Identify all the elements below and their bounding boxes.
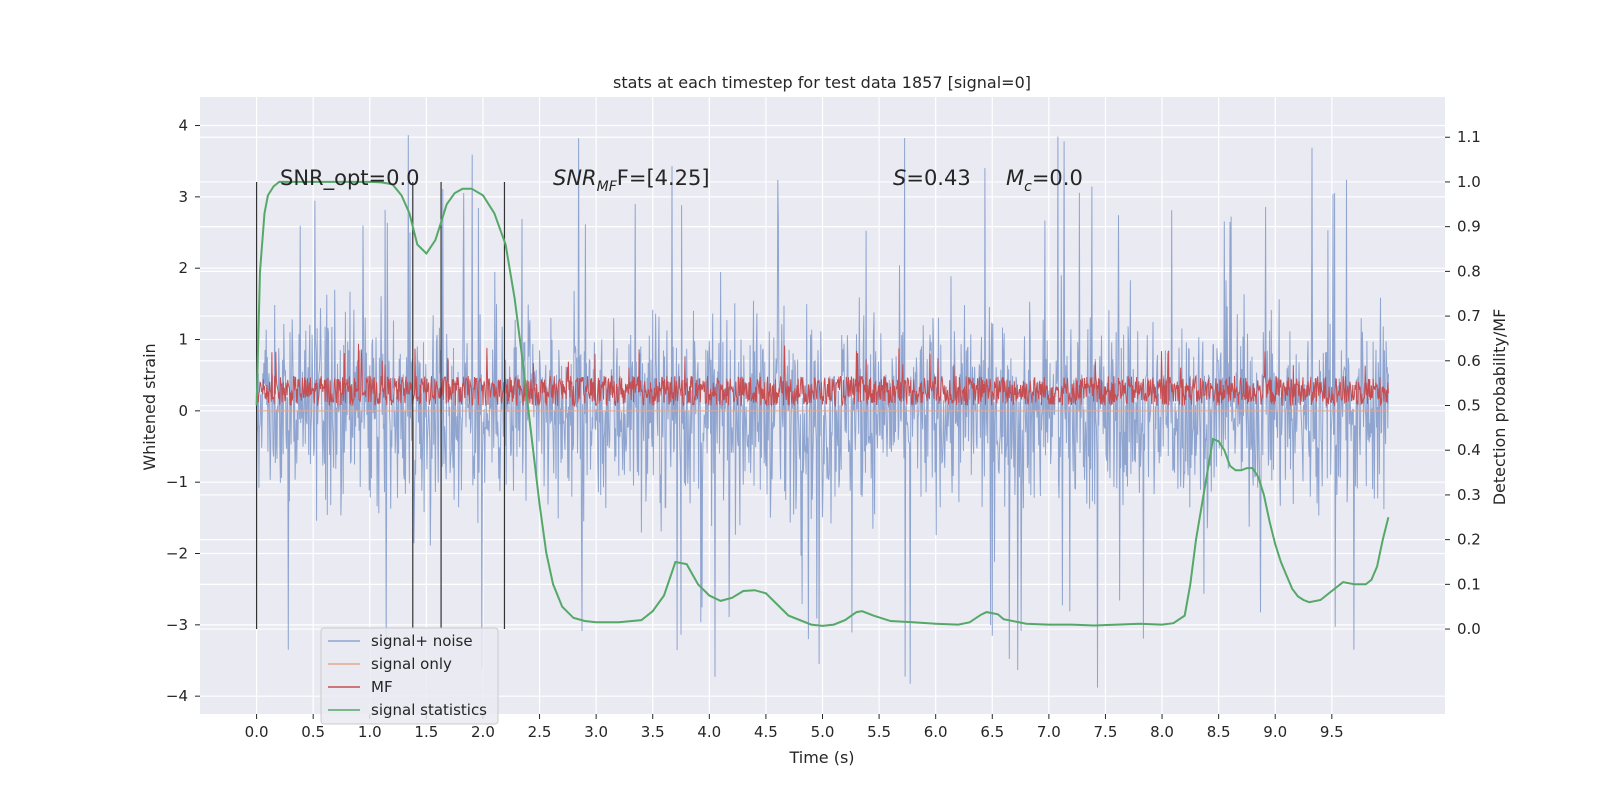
y-left-tick-label: 4	[178, 117, 188, 135]
legend-label-signal-plus-noise: signal+ noise	[371, 632, 473, 650]
x-axis-ticks: 0.0 0.5 1.0 1.5 2.0 2.5 3.0 3.5 4.0 4.5 5.0 5.5 6.0 6…	[245, 714, 1344, 741]
y-right-tick-label: 0.0	[1457, 620, 1481, 638]
annotation-mc: Mc=0.0	[1006, 166, 1083, 195]
y-right-tick-label: 0.5	[1457, 397, 1481, 415]
y-right-tick-label: 0.2	[1457, 531, 1481, 549]
y-right-tick-label: 0.3	[1457, 486, 1481, 504]
y-left-tick-label: 3	[178, 188, 188, 206]
y-right-tick-label: 0.4	[1457, 441, 1481, 459]
mf-series	[256, 343, 1389, 408]
y-right-tick-label: 0.7	[1457, 307, 1481, 325]
x-tick-label: 7.0	[1037, 723, 1061, 741]
x-tick-label: 3.0	[584, 723, 608, 741]
x-tick-label: 5.5	[867, 723, 891, 741]
x-tick-label: 3.5	[641, 723, 665, 741]
x-tick-label: 2.5	[528, 723, 552, 741]
y-axis-left-ticks: 4 3 2 1 0 −1 −2 −3 −4	[166, 117, 200, 705]
x-tick-label: 8.5	[1207, 723, 1231, 741]
legend-label-mf: MF	[371, 678, 393, 696]
y-left-tick-label: 2	[178, 259, 188, 277]
x-tick-label: 4.0	[697, 723, 721, 741]
legend-label-signal-only: signal only	[371, 655, 452, 673]
x-tick-label: 6.0	[924, 723, 948, 741]
chart-title: stats at each timestep for test data 185…	[613, 73, 1031, 92]
signal-plus-noise-series	[256, 135, 1389, 688]
annotation-snr-opt: SNR_opt=0.0	[280, 166, 420, 191]
x-tick-label: 0.5	[301, 723, 325, 741]
x-tick-label: 8.0	[1150, 723, 1174, 741]
y-left-tick-label: 0	[178, 402, 188, 420]
vertical-markers	[255, 181, 506, 630]
x-tick-label: 5.0	[811, 723, 835, 741]
x-tick-label: 9.0	[1263, 723, 1287, 741]
x-tick-label: 9.5	[1320, 723, 1344, 741]
y-axis-right-ticks: 1.1 1.0 0.9 0.8 0.7 0.6 0.5 0.4 0.3 0.2 0.1 0.0	[1445, 128, 1481, 638]
y-axis-right-label: Detection probability/MF	[1490, 309, 1509, 506]
y-left-tick-label: −2	[166, 545, 188, 563]
x-axis-label: Time (s)	[788, 748, 854, 767]
y-left-tick-label: −3	[166, 616, 188, 634]
legend-label-signal-statistics: signal statistics	[371, 701, 487, 719]
x-tick-label: 4.5	[754, 723, 778, 741]
annotation-s: S=0.43	[893, 166, 971, 190]
y-right-tick-label: 0.1	[1457, 575, 1481, 593]
y-left-tick-label: −4	[166, 687, 188, 705]
annotation-snr-mf: SNRMFF=[4.25]	[553, 166, 710, 195]
signal-statistics-series	[255, 180, 1390, 627]
y-right-tick-label: 0.9	[1457, 218, 1481, 236]
x-tick-label: 1.5	[414, 723, 438, 741]
y-axis-left-label: Whitened strain	[140, 343, 159, 470]
legend: signal+ noise signal only MF signal stat…	[320, 627, 499, 725]
x-tick-label: 1.0	[358, 723, 382, 741]
x-tick-label: 6.5	[980, 723, 1004, 741]
y-right-tick-label: 1.0	[1457, 173, 1481, 191]
y-left-tick-label: 1	[178, 331, 188, 349]
y-left-tick-label: −1	[166, 473, 188, 491]
y-right-tick-label: 0.8	[1457, 262, 1481, 280]
y-right-tick-label: 0.6	[1457, 352, 1481, 370]
x-tick-label: 2.0	[471, 723, 495, 741]
x-tick-label: 0.0	[245, 723, 269, 741]
y-right-tick-label: 1.1	[1457, 128, 1481, 146]
legend-box	[320, 627, 499, 725]
x-tick-label: 7.5	[1094, 723, 1118, 741]
